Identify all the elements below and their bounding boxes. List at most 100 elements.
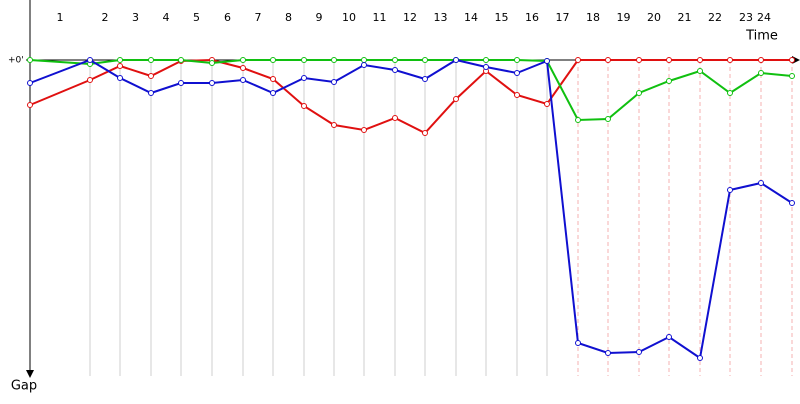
point (148, 90, 154, 96)
point (697, 355, 703, 361)
x-tick-label: 16 (525, 11, 539, 24)
point (422, 130, 428, 136)
point (392, 115, 398, 121)
point (544, 101, 550, 107)
point (270, 57, 276, 63)
point (331, 79, 337, 85)
x-tick-label: 3 (132, 11, 139, 24)
point (605, 350, 611, 356)
point (117, 57, 123, 63)
point (789, 73, 795, 79)
point (301, 57, 307, 63)
point (87, 77, 93, 83)
x-tick-label: 13 (434, 11, 448, 24)
x-tick-label: 23 (739, 11, 753, 24)
point (697, 57, 703, 63)
point (514, 70, 520, 76)
x-tick-label: 4 (163, 11, 170, 24)
point (361, 62, 367, 68)
point (697, 68, 703, 74)
y-axis-label: Gap (11, 379, 37, 394)
point (789, 200, 795, 206)
x-tick-label: 20 (647, 11, 661, 24)
point (178, 57, 184, 63)
point (209, 60, 215, 66)
y-tick-label: +0' (8, 56, 24, 66)
point (301, 103, 307, 109)
x-axis-label: Time (745, 29, 778, 44)
point (178, 80, 184, 86)
point (87, 57, 93, 63)
point (727, 57, 733, 63)
point (666, 57, 672, 63)
series-line (29, 58, 792, 135)
x-tick-label: 8 (285, 11, 292, 24)
point (27, 57, 33, 63)
point (514, 57, 520, 63)
point (758, 70, 764, 76)
series-line (29, 58, 793, 360)
point (727, 187, 733, 193)
point (148, 73, 154, 79)
point (240, 77, 246, 83)
point (422, 57, 428, 63)
point (666, 78, 672, 84)
x-tick-label: 9 (316, 11, 323, 24)
x-tick-label: 12 (403, 11, 417, 24)
point (209, 80, 215, 86)
point (270, 90, 276, 96)
point (453, 57, 459, 63)
point (117, 75, 123, 81)
x-tick-label: 22 (708, 11, 722, 24)
point (483, 64, 489, 70)
x-tick-label: 2 (102, 11, 109, 24)
point (422, 76, 428, 82)
x-tick-label: 17 (556, 11, 570, 24)
point (636, 90, 642, 96)
x-tick-label: 11 (373, 11, 387, 24)
point (514, 92, 520, 98)
x-tick-label: 18 (586, 11, 600, 24)
x-tick-label: 10 (342, 11, 356, 24)
point (331, 122, 337, 128)
x-tick-label: 15 (495, 11, 509, 24)
point (575, 117, 581, 123)
point (117, 63, 123, 69)
point (240, 65, 246, 71)
point (789, 57, 795, 63)
point (361, 57, 367, 63)
point (666, 334, 672, 340)
point (27, 80, 33, 86)
x-tick-label: 6 (224, 11, 231, 24)
point (758, 57, 764, 63)
x-tick-label: 24 (757, 11, 771, 24)
x-tick-label: 19 (617, 11, 631, 24)
point (240, 57, 246, 63)
point (544, 58, 550, 64)
point (605, 116, 611, 122)
x-tick-label: 7 (255, 11, 262, 24)
point (392, 57, 398, 63)
point (361, 127, 367, 133)
point (758, 180, 764, 186)
point (392, 67, 398, 73)
point (483, 57, 489, 63)
y-axis-arrow (26, 370, 34, 378)
point (727, 90, 733, 96)
point (453, 96, 459, 102)
x-tick-label: 5 (193, 11, 200, 24)
point (148, 57, 154, 63)
point (575, 57, 581, 63)
x-tick-label: 21 (678, 11, 692, 24)
x-tick-label: 14 (464, 11, 478, 24)
point (575, 340, 581, 346)
point (636, 57, 642, 63)
point (605, 57, 611, 63)
point (27, 102, 33, 108)
x-tick-label: 1 (57, 11, 64, 24)
point (270, 76, 276, 82)
point (301, 75, 307, 81)
point (636, 349, 642, 355)
